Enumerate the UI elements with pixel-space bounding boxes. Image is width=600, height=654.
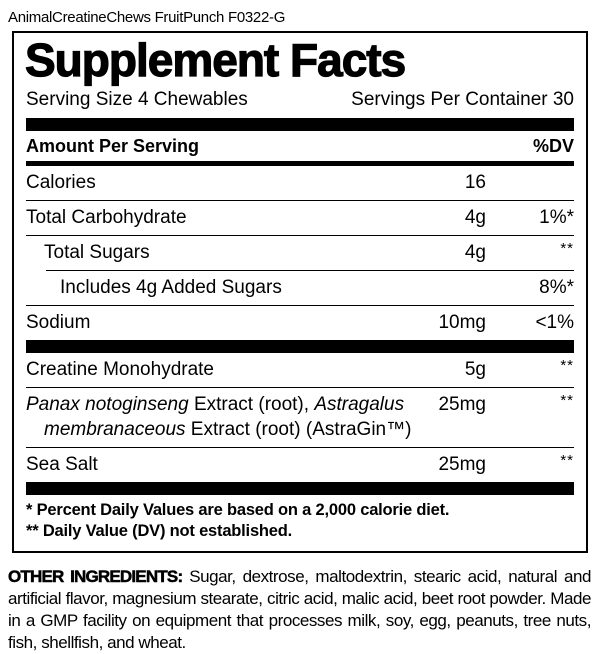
product-code-label: AnimalCreatineChews FruitPunch F0322-G: [8, 9, 286, 26]
other-ingredients-paragraph: OTHER INGREDIENTS: Sugar, dextrose, malt…: [8, 566, 592, 654]
other-ingredients-label: OTHER INGREDIENTS:: [8, 566, 184, 586]
nutrient-name: Creatine Monohydrate: [26, 357, 416, 382]
nutrient-name-segment: Extract (root),: [188, 393, 315, 415]
nutrient-name-segment: Calories: [26, 171, 96, 193]
nutrient-name-segment: Panax notoginseng: [26, 393, 189, 415]
serving-info-row: Serving Size 4 Chewables Servings Per Co…: [26, 88, 574, 118]
nutrient-amount: 16: [464, 171, 486, 193]
nutrient-amount: 4g: [464, 206, 486, 228]
serving-size-label: Serving Size 4 Chewables: [26, 88, 248, 110]
nutrient-row: Total Sugars 4g **: [26, 236, 574, 270]
nutrient-name-segment: Includes 4g Added Sugars: [60, 276, 282, 298]
percent-dv-header: %DV: [532, 135, 574, 156]
nutrient-name-segment: Sea Salt: [26, 453, 98, 475]
nutrient-dv: 1%*: [539, 206, 574, 228]
nutrient-name-segment: Total Carbohydrate: [26, 206, 187, 228]
supplement-facts-title: Supplement Facts: [24, 34, 406, 86]
nutrient-name-segment: membranaceous: [44, 418, 186, 440]
thick-divider: [26, 117, 574, 131]
row-divider: [26, 304, 574, 306]
column-header-row: Amount Per Serving %DV: [26, 131, 574, 161]
nutrient-name: Panax notoginseng Extract (root), Astrag…: [26, 392, 416, 442]
nutrient-dv: **: [560, 391, 574, 409]
nutrient-amount: 4g: [464, 241, 486, 263]
nutrient-name: Sea Salt: [26, 452, 416, 477]
nutrient-dv: 8%*: [539, 276, 574, 298]
nutrient-dv: **: [560, 356, 574, 374]
nutrient-name: Includes 4g Added Sugars: [26, 275, 416, 300]
nutrient-row: Panax notoginseng Extract (root), Astrag…: [26, 388, 574, 447]
nutrient-name-segment: Creatine Monohydrate: [26, 358, 214, 380]
nutrient-name-segment: Extract (root) (AstraGin™): [185, 418, 412, 440]
nutrient-dv: **: [560, 451, 574, 469]
footnotes: * Percent Daily Values are based on a 2,…: [26, 495, 574, 545]
nutrient-name-segment: Astragalus: [314, 393, 405, 415]
other-ingredients-text: Sugar, dextrose, maltodextrin, stearic a…: [8, 566, 591, 652]
thick-divider: [26, 339, 574, 353]
nutrient-name: Calories: [26, 170, 416, 195]
row-divider: [26, 199, 574, 201]
nutrient-row: Total Carbohydrate 4g 1%*: [26, 201, 574, 235]
nutrient-name: Sodium: [26, 310, 416, 335]
nutrient-amount: 25mg: [438, 453, 486, 475]
nutrient-name-segment: Total Sugars: [44, 241, 150, 263]
row-divider: [26, 386, 574, 388]
footnote-daily-values: * Percent Daily Values are based on a 2,…: [26, 500, 450, 519]
amount-per-serving-header: Amount Per Serving: [26, 135, 200, 156]
thick-divider: [26, 481, 574, 495]
nutrient-row: Creatine Monohydrate 5g **: [26, 353, 574, 387]
supplement-facts-panel: Supplement Facts Serving Size 4 Chewable…: [12, 31, 588, 553]
nutrient-rows: Calories 16 Total Carbohydrate 4g 1%* Total S…: [26, 166, 574, 482]
nutrient-name: Total Sugars: [26, 240, 416, 265]
medium-divider: [26, 160, 574, 166]
nutrient-amount: 10mg: [438, 311, 486, 333]
servings-per-container-label: Servings Per Container 30: [351, 88, 574, 110]
nutrient-row: Calories 16: [26, 166, 574, 200]
nutrient-row: Includes 4g Added Sugars 8%*: [26, 271, 574, 305]
nutrient-row: Sodium 10mg <1%: [26, 306, 574, 340]
row-divider: [26, 446, 574, 448]
nutrient-dv: **: [560, 239, 574, 257]
nutrient-row: Sea Salt 25mg **: [26, 448, 574, 482]
nutrient-name-segment: Sodium: [26, 311, 91, 333]
nutrient-name: Total Carbohydrate: [26, 205, 416, 230]
row-divider: [46, 269, 574, 271]
row-divider: [26, 234, 574, 236]
nutrient-amount: 5g: [464, 358, 486, 380]
footnote-dv-not-established: ** Daily Value (DV) not established.: [26, 522, 293, 541]
nutrient-amount: 25mg: [438, 393, 486, 415]
nutrient-dv: <1%: [535, 311, 574, 333]
